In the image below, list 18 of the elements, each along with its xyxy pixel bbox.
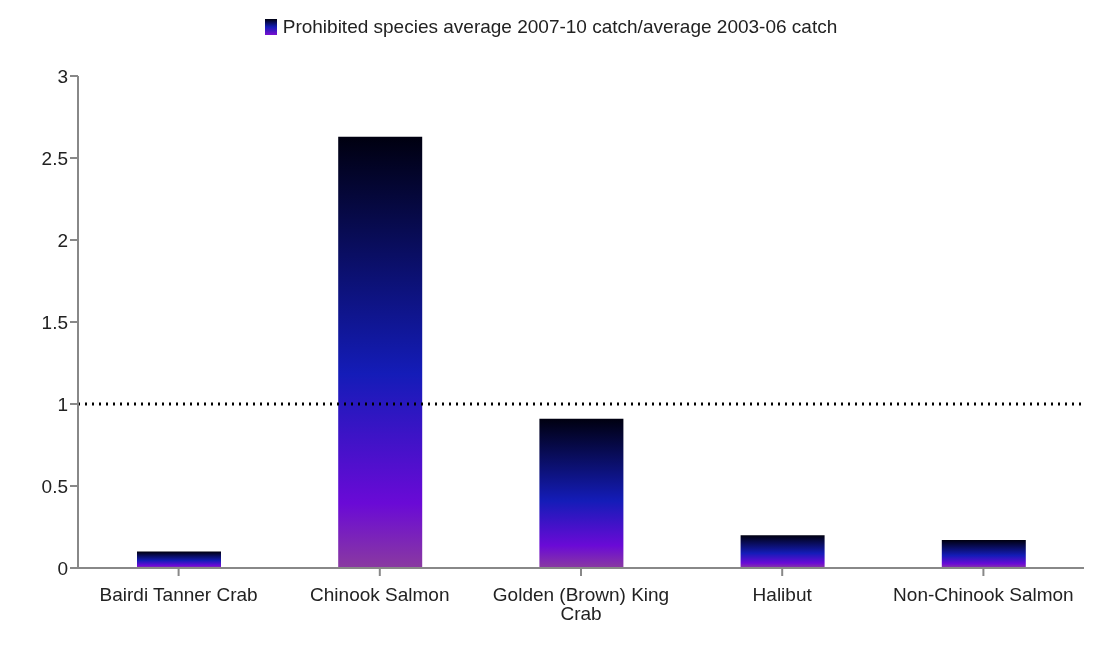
legend-label: Prohibited species average 2007-10 catch/average 2003-06 catch	[281, 16, 838, 38]
x-tick-label: Halibut	[752, 584, 813, 606]
bar	[137, 551, 221, 568]
x-tick-label: Bairdi Tanner Crab	[99, 584, 258, 606]
bar	[941, 540, 1026, 568]
y-tick-label: 1	[57, 393, 68, 415]
y-tick-label: 3	[57, 65, 68, 87]
bar	[338, 136, 423, 568]
bar	[539, 418, 624, 568]
y-tick-label: 0.5	[41, 475, 68, 497]
y-tick-label: 2	[57, 229, 68, 251]
x-tick-label: Golden (Brown) King Crab	[492, 584, 670, 625]
bar	[740, 535, 825, 568]
y-tick-label: 0	[57, 557, 68, 579]
x-tick-label: Non-Chinook Salmon	[893, 584, 1074, 606]
y-tick-label: 1.5	[41, 311, 68, 333]
x-tick-label: Chinook Salmon	[310, 584, 450, 606]
y-tick-label: 2.5	[41, 147, 68, 169]
